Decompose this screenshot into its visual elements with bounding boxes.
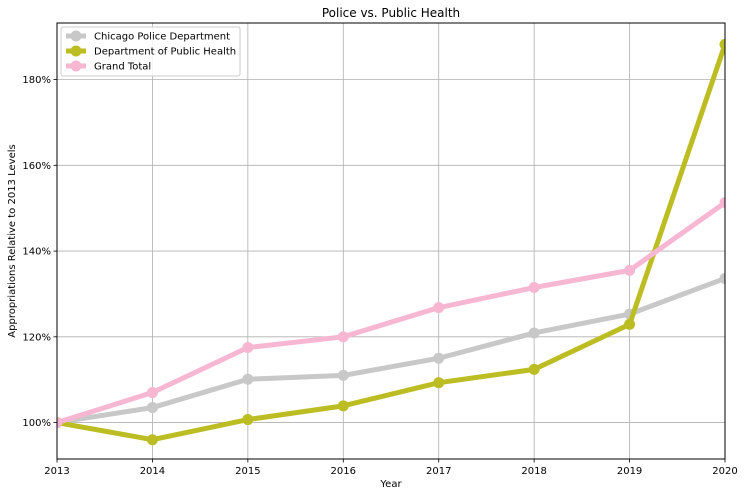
y-tick-label: 180%	[22, 75, 51, 86]
y-tick-label: 160%	[22, 161, 51, 172]
legend-label: Grand Total	[94, 62, 151, 73]
data-point	[146, 434, 158, 446]
x-tick-label: 2015	[235, 466, 260, 477]
data-point	[337, 331, 349, 343]
y-tick-label: 120%	[22, 332, 51, 343]
x-tick-label: 2014	[140, 466, 165, 477]
legend-item: Department of Public Health	[66, 45, 236, 58]
data-point	[57, 417, 63, 429]
data-point	[719, 197, 725, 209]
data-point	[242, 414, 254, 426]
series-chicago-police-department	[57, 273, 725, 429]
data-point	[337, 369, 349, 381]
legend: Chicago Police Department Department of P…	[60, 26, 241, 77]
data-point	[528, 282, 540, 294]
x-tick-label: 2016	[331, 466, 356, 477]
legend-label: Department of Public Health	[94, 47, 236, 58]
data-point	[719, 273, 725, 285]
y-axis-label: Appropriations Relative to 2013 Levels	[7, 144, 18, 337]
x-axis-ticks: 2013 2014 2015 2016 2017 2018 2019 2020	[44, 459, 738, 477]
data-point	[433, 302, 445, 314]
legend-item: Grand Total	[66, 60, 151, 73]
data-point	[719, 38, 725, 50]
series-line	[57, 276, 725, 426]
data-point	[528, 327, 540, 339]
data-point	[146, 402, 158, 414]
x-tick-label: 2017	[426, 466, 451, 477]
x-tick-label: 2020	[712, 466, 737, 477]
series-line	[57, 200, 725, 426]
plot-area-frame	[56, 22, 726, 460]
chart-title: Police vs. Public Health	[322, 6, 460, 20]
series-lines	[57, 38, 725, 446]
series-line	[57, 41, 725, 443]
legend-item: Chicago Police Department	[66, 30, 230, 43]
legend-swatch-marker	[70, 30, 82, 42]
x-tick-label: 2019	[617, 466, 642, 477]
data-point	[433, 377, 445, 389]
data-point	[528, 363, 540, 375]
data-point	[242, 342, 254, 354]
grid	[56, 23, 726, 459]
series-department-of-public-health	[57, 38, 725, 446]
legend-swatch-marker	[70, 60, 82, 72]
legend-box	[60, 26, 241, 77]
data-point	[624, 264, 636, 276]
x-axis-label: Year	[379, 479, 402, 490]
y-tick-label: 140%	[22, 247, 51, 258]
legend-label: Chicago Police Department	[94, 32, 230, 43]
series-grand-total	[57, 197, 725, 429]
x-tick-label: 2013	[44, 466, 69, 477]
legend-swatch-marker	[70, 45, 82, 57]
data-point	[433, 352, 445, 364]
data-point	[146, 387, 158, 399]
data-point	[337, 400, 349, 412]
x-tick-label: 2018	[521, 466, 546, 477]
data-point	[624, 318, 636, 330]
data-point	[242, 373, 254, 385]
y-tick-label: 100%	[22, 418, 51, 429]
y-axis-ticks: 100% 120% 140% 160% 180%	[22, 75, 57, 429]
